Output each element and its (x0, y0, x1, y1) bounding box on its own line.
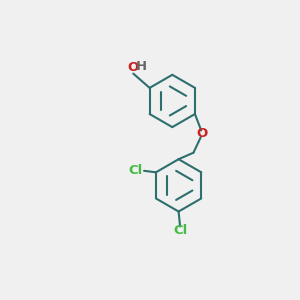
Text: Cl: Cl (129, 164, 143, 177)
Text: O: O (197, 127, 208, 140)
Text: H: H (136, 60, 147, 73)
Text: Cl: Cl (173, 224, 187, 237)
Text: O: O (127, 61, 138, 74)
